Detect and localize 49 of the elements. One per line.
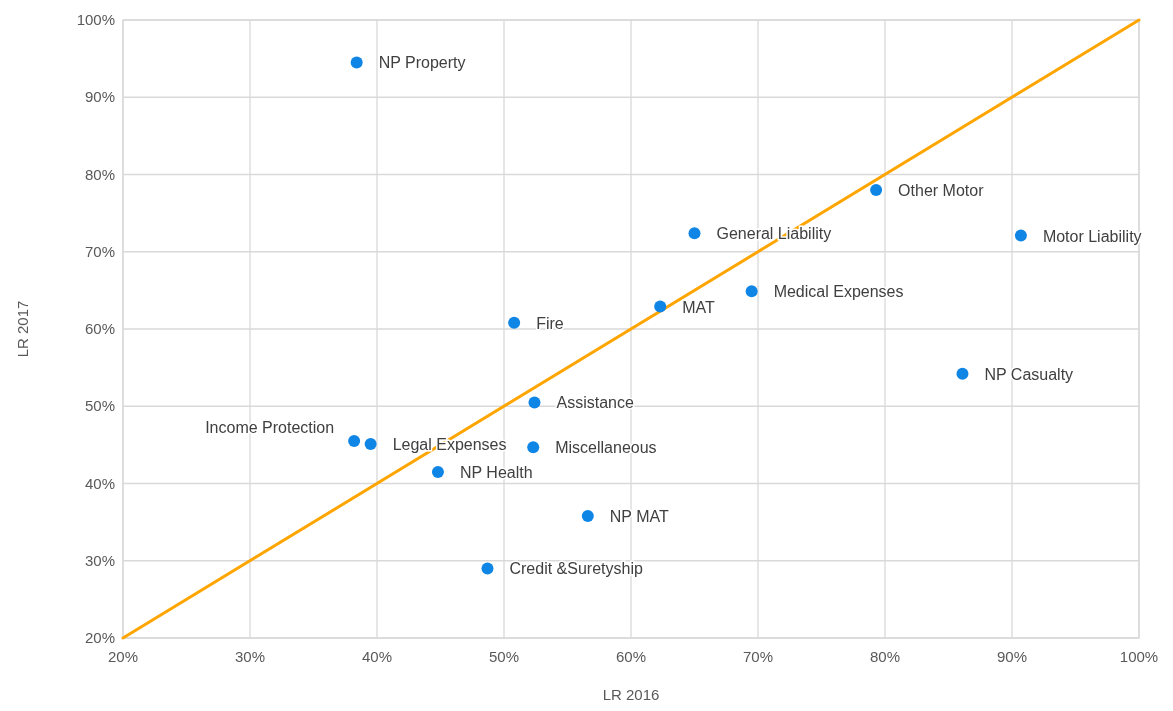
point [956, 367, 969, 380]
annotation: Credit &Suretyship [509, 560, 643, 578]
annotation: Other Motor [898, 181, 985, 199]
annotation: Miscellaneous [555, 439, 657, 457]
annotation: NP Property [378, 54, 466, 72]
y-tick-label: 90% [84, 88, 115, 106]
point [350, 56, 363, 69]
y-tick-label: 20% [84, 629, 115, 646]
point [528, 396, 541, 409]
point [364, 438, 377, 451]
y-tick-label: 40% [84, 474, 115, 492]
point [348, 435, 361, 448]
point [481, 562, 494, 575]
point [688, 227, 701, 240]
point [581, 509, 594, 522]
y-axis-title: LR 2017 [14, 300, 31, 358]
annotation: NP MAT [609, 507, 670, 525]
annotation: NP Casualty [984, 365, 1074, 383]
annotation: Motor Liability [1042, 227, 1142, 245]
y-tick-label: 80% [84, 165, 115, 183]
annotation: NP Health [459, 463, 533, 481]
annotation: Fire [536, 314, 564, 332]
x-tick-label: 40% [361, 648, 393, 665]
x-tick-label: 60% [615, 648, 647, 665]
y-tick-label: 60% [84, 320, 115, 337]
y-tick-label: 50% [84, 397, 115, 415]
point [745, 285, 758, 298]
x-axis-title: LR 2016 [602, 686, 660, 703]
x-tick-label: 100% [1119, 648, 1159, 665]
x-tick-label: 70% [742, 648, 774, 665]
x-tick-label: 50% [488, 648, 520, 665]
x-tick-label: 80% [869, 648, 901, 665]
y-tick-label: 100% [76, 11, 115, 28]
point [508, 316, 521, 329]
point [431, 465, 444, 478]
point [654, 300, 667, 313]
annotation: Medical Expenses [773, 283, 904, 301]
point [527, 441, 540, 454]
point [870, 183, 883, 196]
x-tick-label: 20% [107, 648, 139, 665]
y-tick-label: 70% [84, 242, 115, 260]
annotation: Assistance [556, 394, 634, 412]
annotation: Legal Expenses [392, 436, 507, 454]
y-tick-label: 30% [84, 551, 115, 569]
annotation: Income Protection [205, 419, 335, 437]
x-tick-label: 30% [234, 648, 266, 665]
point [1014, 229, 1027, 242]
x-tick-label: 90% [996, 648, 1028, 665]
annotation: MAT [682, 298, 716, 316]
